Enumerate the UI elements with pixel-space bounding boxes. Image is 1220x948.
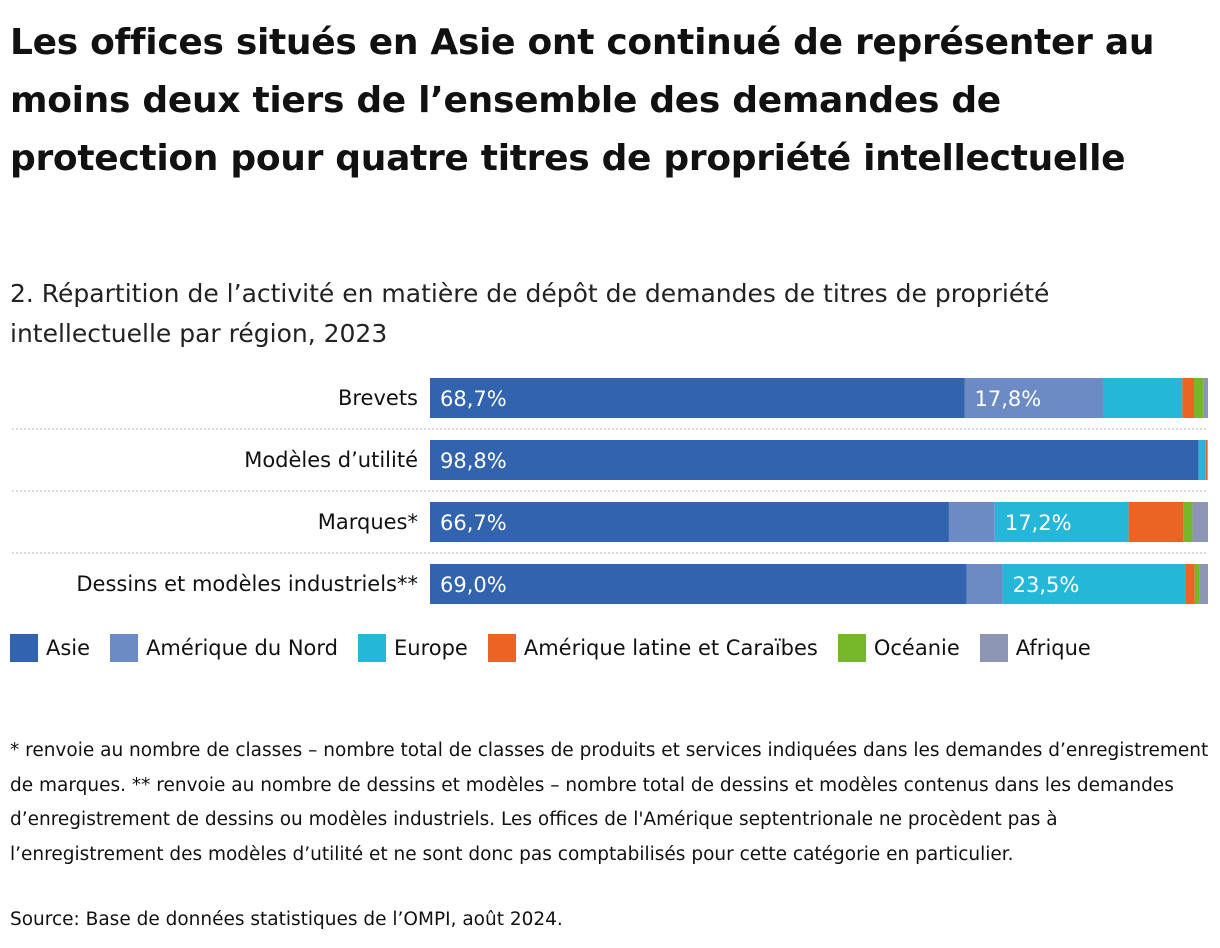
legend-item-oceanie: Océanie bbox=[837, 634, 960, 662]
legend-item-afrique: Afrique bbox=[979, 634, 1091, 662]
bar-segment-afrique-brevets bbox=[1203, 378, 1208, 418]
data-label-asie-brevets: 68,7% bbox=[440, 387, 507, 411]
data-label-asie-modeles-d-utilite: 98,8% bbox=[440, 449, 507, 473]
bar-segment-europe-modeles-d-utilite bbox=[1198, 440, 1206, 480]
bar-segment-europe-brevets bbox=[1102, 378, 1183, 418]
chart-title: Les offices situés en Asie ont continué … bbox=[10, 22, 1155, 179]
legend-label: Europe bbox=[393, 636, 468, 660]
bar-segment-amerique-latine-et-caraibes-brevets bbox=[1182, 378, 1194, 418]
bar-segment-amerique-du-nord-marques bbox=[948, 502, 995, 542]
bar-segment-asie-marques bbox=[430, 502, 949, 542]
legend-label: Amérique du Nord bbox=[146, 636, 338, 660]
category-label-brevets: Brevets bbox=[338, 386, 418, 410]
legend-swatch bbox=[357, 634, 386, 662]
chart-source: Source: Base de données statistiques de … bbox=[10, 909, 563, 930]
legend-swatch bbox=[837, 634, 866, 662]
bar-segment-amerique-du-nord-brevets bbox=[964, 378, 1103, 418]
legend-item-amerique-latine: Amérique latine et Caraïbes bbox=[487, 634, 818, 662]
legend-label: Océanie bbox=[873, 636, 960, 660]
bar-segment-amerique-latine-et-caraibes-dessins-et-modeles-industriels bbox=[1185, 564, 1195, 604]
bar-segment-asie-dessins-et-modeles-industriels bbox=[430, 564, 967, 604]
bar-segment-afrique-dessins-et-modeles-industriels bbox=[1199, 564, 1208, 604]
category-label-modeles-d-utilite: Modèles d’utilité bbox=[244, 448, 418, 472]
category-label-marques: Marques* bbox=[318, 510, 418, 534]
bar-segment-amerique-latine-et-caraibes-marques bbox=[1128, 502, 1184, 542]
data-label-asie-marques: 66,7% bbox=[440, 511, 507, 535]
legend-swatch bbox=[979, 634, 1008, 662]
bar-segment-oceanie-brevets bbox=[1194, 378, 1204, 418]
chart-legend: Asie Amérique du Nord Europe Amérique la… bbox=[10, 632, 1091, 664]
legend-swatch bbox=[110, 634, 139, 662]
bar-segment-afrique-marques bbox=[1192, 502, 1208, 542]
legend-item-amerique-du-nord: Amérique du Nord bbox=[110, 634, 338, 662]
bar-segment-asie-brevets bbox=[430, 378, 965, 418]
data-label-amerique-du-nord-brevets: 17,8% bbox=[974, 387, 1041, 411]
legend-label: Amérique latine et Caraïbes bbox=[523, 636, 818, 660]
bar-segment-asie-modeles-d-utilite bbox=[430, 440, 1199, 480]
legend-label: Asie bbox=[46, 636, 91, 660]
category-label-dessins-et-modeles-industriels: Dessins et modèles industriels** bbox=[76, 572, 418, 596]
bar-segment-amerique-du-nord-dessins-et-modeles-industriels bbox=[966, 564, 1003, 604]
chart-footnote: * renvoie au nombre de classes – nombre … bbox=[10, 740, 1209, 865]
bar-segment-oceanie-marques bbox=[1183, 502, 1193, 542]
data-label-europe-dessins-et-modeles-industriels: 23,5% bbox=[1013, 573, 1080, 597]
legend-item-asie: Asie bbox=[10, 634, 90, 662]
legend-label: Afrique bbox=[1015, 636, 1091, 660]
bar-segment-europe-dessins-et-modeles-industriels bbox=[1002, 564, 1186, 604]
chart-subtitle: 2. Répartition de l’activité en matière … bbox=[10, 279, 1050, 348]
legend-swatch bbox=[10, 634, 38, 662]
legend-item-europe: Europe bbox=[357, 634, 468, 662]
bar-segment-europe-marques bbox=[994, 502, 1129, 542]
stacked-bar-chart: Brevets 68,7% 17,8% Modèles d’utilité 98,8% M… bbox=[12, 378, 1208, 604]
bar-segment-oceanie-dessins-et-modeles-industriels bbox=[1194, 564, 1200, 604]
data-label-europe-marques: 17,2% bbox=[1005, 511, 1072, 535]
bar-segment-amerique-latine-et-caraibes-modeles-d-utilite bbox=[1205, 440, 1208, 480]
legend-swatch bbox=[487, 634, 516, 662]
data-label-asie-dessins-et-modeles-industriels: 69,0% bbox=[440, 573, 507, 597]
